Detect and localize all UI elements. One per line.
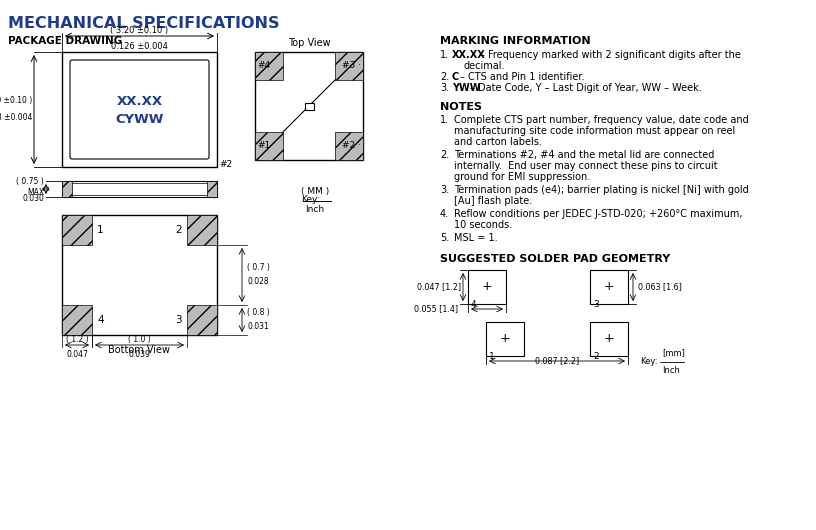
Bar (590, 322, 628, 356)
Text: 2.: 2. (440, 150, 450, 160)
Bar (187, 305, 217, 335)
Bar (62, 215, 92, 245)
Text: 4: 4 (97, 315, 104, 325)
Text: ( MM ): ( MM ) (301, 187, 329, 196)
Text: ( 2.50 ±0.10 ): ( 2.50 ±0.10 ) (0, 95, 32, 104)
Text: Bottom View: Bottom View (109, 345, 171, 355)
Text: ( 0.75 ): ( 0.75 ) (16, 177, 44, 186)
Text: – Frequency marked with 2 significant digits after the: – Frequency marked with 2 significant di… (480, 50, 741, 60)
Text: 2: 2 (593, 352, 599, 361)
Text: 0.047 [1.2]: 0.047 [1.2] (417, 282, 461, 292)
Text: 0.087 [2.2]: 0.087 [2.2] (534, 357, 579, 366)
Text: Top View: Top View (288, 38, 330, 48)
Text: +: + (481, 280, 492, 294)
Text: Reflow conditions per JEDEC J-STD-020; +260°C maximum,: Reflow conditions per JEDEC J-STD-020; +… (454, 209, 743, 219)
Text: ( 1.0 ): ( 1.0 ) (128, 335, 151, 344)
Bar (62, 305, 92, 335)
Bar (62, 52, 217, 167)
Text: #4: #4 (257, 61, 270, 70)
Text: +: + (499, 332, 510, 346)
Text: Termination pads (e4); barrier plating is nickel [Ni] with gold: Termination pads (e4); barrier plating i… (454, 185, 749, 195)
Bar (590, 270, 628, 304)
Text: ( 1.2 ): ( 1.2 ) (65, 335, 88, 344)
Text: #1: #1 (257, 142, 270, 151)
FancyBboxPatch shape (70, 60, 209, 159)
Bar (62, 181, 217, 197)
Text: ( 3.20 ±0.10 ): ( 3.20 ±0.10 ) (110, 26, 169, 35)
Text: C: C (452, 72, 459, 82)
Text: MAX: MAX (27, 188, 44, 197)
Bar (62, 181, 72, 197)
Text: MARKING INFORMATION: MARKING INFORMATION (440, 36, 591, 46)
Text: 1: 1 (97, 225, 104, 235)
Bar (335, 52, 363, 80)
Text: 3.: 3. (440, 185, 449, 195)
Text: 0.030: 0.030 (22, 194, 44, 203)
Bar (207, 181, 217, 197)
Bar (65, 183, 214, 195)
Text: YWW: YWW (452, 83, 481, 93)
Text: 3: 3 (593, 300, 599, 309)
Bar (304, 102, 313, 110)
Text: internally.  End user may connect these pins to circuit: internally. End user may connect these p… (454, 161, 717, 171)
Bar (486, 322, 524, 356)
Text: 4.: 4. (440, 209, 449, 219)
Bar (62, 215, 217, 335)
Text: Complete CTS part number, frequency value, date code and: Complete CTS part number, frequency valu… (454, 115, 749, 125)
Text: manufacturing site code information must appear on reel: manufacturing site code information must… (454, 126, 735, 136)
Text: NOTES: NOTES (440, 102, 482, 112)
Text: 1.: 1. (440, 115, 449, 125)
Text: MSL = 1.: MSL = 1. (454, 233, 498, 243)
Text: Key:: Key: (640, 357, 658, 366)
Text: 2.: 2. (440, 72, 450, 82)
Text: 10 seconds.: 10 seconds. (454, 220, 512, 230)
Text: #2: #2 (219, 160, 232, 169)
Text: XX.XX: XX.XX (117, 95, 162, 108)
Text: +: + (604, 332, 614, 346)
Bar (255, 52, 363, 160)
Text: 0.063 [1.6]: 0.063 [1.6] (638, 282, 682, 292)
Text: and carton labels.: and carton labels. (454, 137, 542, 147)
Text: Inch: Inch (305, 205, 325, 214)
Text: PACKAGE DRAWING: PACKAGE DRAWING (8, 36, 122, 46)
Bar (468, 270, 506, 304)
Text: [mm]: [mm] (662, 348, 685, 357)
Text: XX.XX: XX.XX (452, 50, 486, 60)
Text: 2: 2 (175, 225, 182, 235)
Text: 0.055 [1.4]: 0.055 [1.4] (414, 305, 458, 314)
Text: – CTS and Pin 1 identifier.: – CTS and Pin 1 identifier. (460, 72, 584, 82)
Text: 3.: 3. (440, 83, 449, 93)
Text: 4: 4 (471, 300, 477, 309)
Bar (255, 132, 283, 160)
Text: +: + (604, 280, 614, 294)
Text: 0.098 ±0.004: 0.098 ±0.004 (0, 112, 32, 121)
Text: 5.: 5. (440, 233, 450, 243)
Text: 0.126 ±0.004: 0.126 ±0.004 (111, 42, 168, 51)
Text: #3 ·: #3 · (342, 61, 361, 70)
Text: 1: 1 (489, 352, 494, 361)
Text: 0.028: 0.028 (247, 277, 268, 286)
Text: ground for EMI suppression.: ground for EMI suppression. (454, 172, 590, 182)
Text: Key:: Key: (301, 196, 320, 205)
Bar (187, 215, 217, 245)
Text: 1.: 1. (440, 50, 449, 60)
Text: ( 0.8 ): ( 0.8 ) (247, 308, 270, 317)
Text: ( 0.7 ): ( 0.7 ) (247, 263, 270, 272)
Text: 0.047: 0.047 (66, 350, 88, 359)
Text: [Au] flash plate.: [Au] flash plate. (454, 196, 532, 206)
Text: 0.031: 0.031 (247, 322, 268, 331)
Bar (335, 132, 363, 160)
Text: CYWW: CYWW (115, 113, 164, 126)
Text: MECHANICAL SPECIFICATIONS: MECHANICAL SPECIFICATIONS (8, 16, 280, 31)
Text: – Date Code, Y – Last Digit of Year, WW – Week.: – Date Code, Y – Last Digit of Year, WW … (470, 83, 702, 93)
Bar (255, 52, 283, 80)
Text: SUGGESTED SOLDER PAD GEOMETRY: SUGGESTED SOLDER PAD GEOMETRY (440, 254, 670, 264)
Text: 0.039: 0.039 (129, 350, 150, 359)
Text: 3: 3 (175, 315, 182, 325)
Text: Terminations #2, #4 and the metal lid are connected: Terminations #2, #4 and the metal lid ar… (454, 150, 714, 160)
Text: decimal.: decimal. (464, 61, 505, 71)
Text: Inch: Inch (662, 366, 680, 375)
Text: #2 ·: #2 · (342, 142, 361, 151)
